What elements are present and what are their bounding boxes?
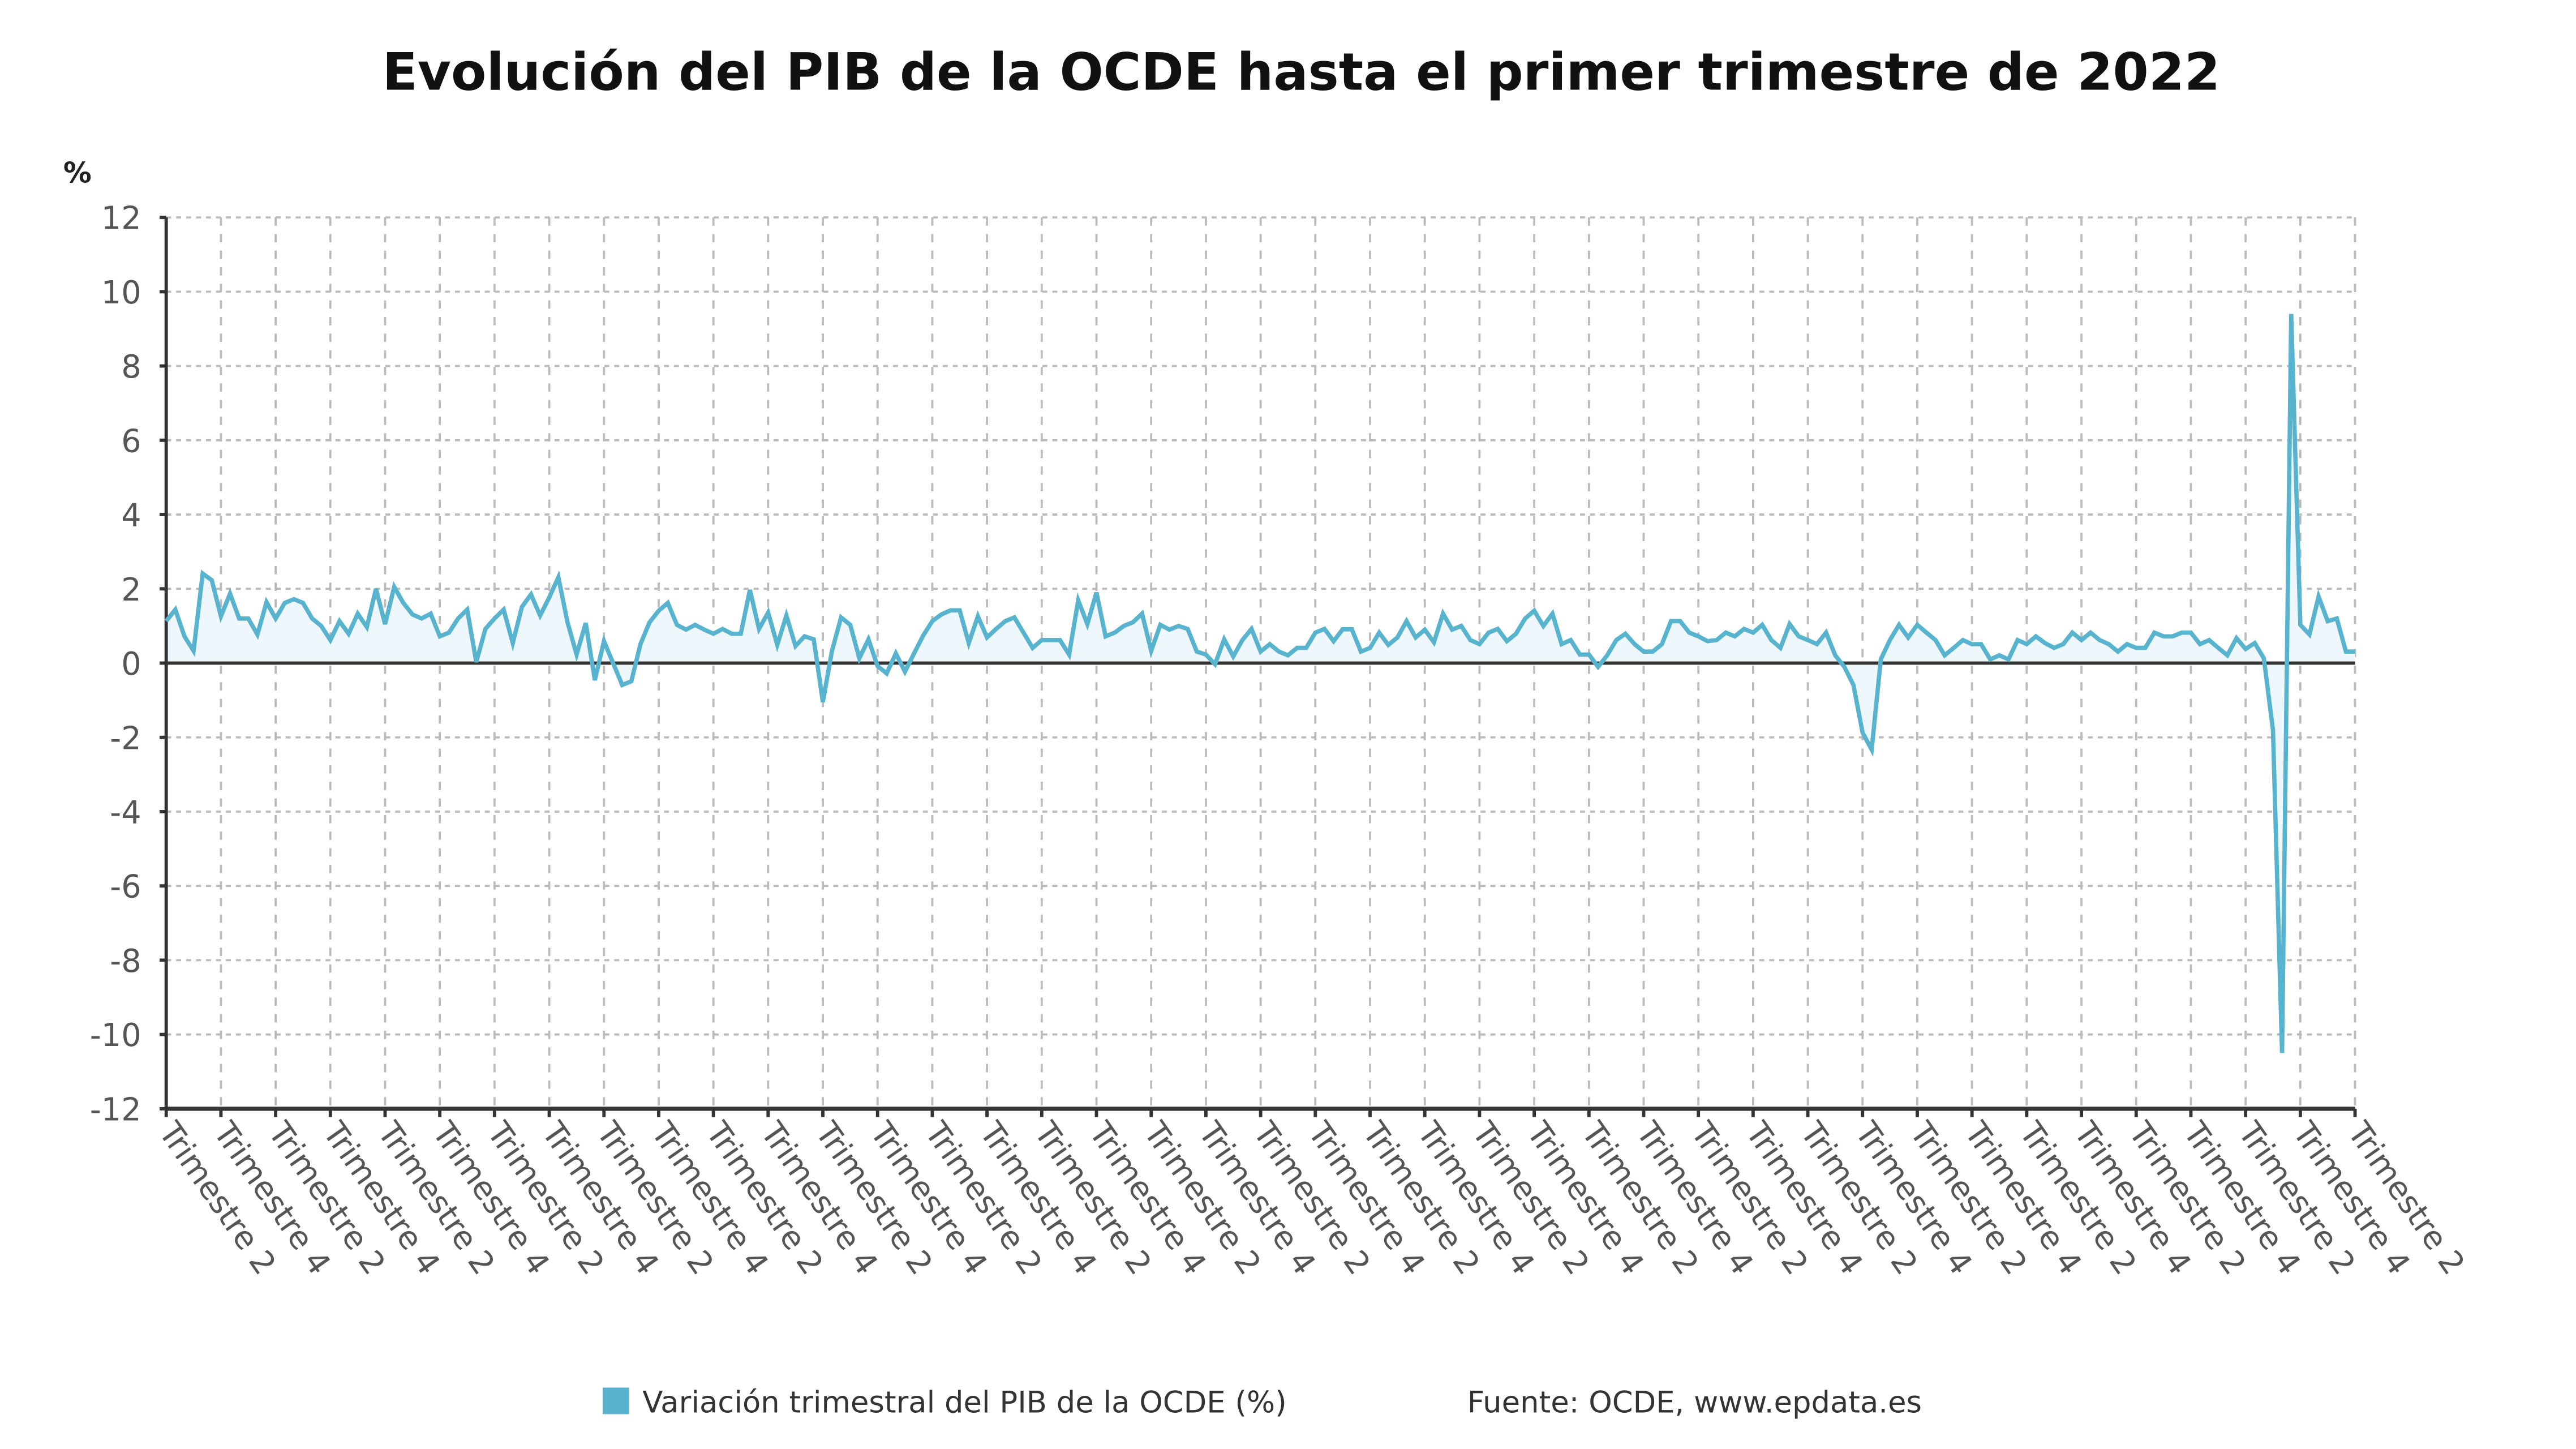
y-tick-label: 8 <box>121 349 141 385</box>
y-tick-label: -8 <box>110 943 141 980</box>
y-tick-label: 2 <box>121 572 141 608</box>
y-tick-label: 6 <box>121 423 141 460</box>
y-tick-label: -6 <box>110 869 141 906</box>
source-label: Fuente: OCDE, www.epdata.es <box>1467 1385 1922 1420</box>
y-tick-label: -10 <box>90 1017 141 1054</box>
data-points <box>166 314 2355 1053</box>
y-tick-label: -2 <box>110 720 141 757</box>
y-axis-unit: % <box>63 157 92 190</box>
legend-label: Variación trimestral del PIB de la OCDE … <box>642 1385 1286 1420</box>
chart-title: Evolución del PIB de la OCDE hasta el pr… <box>383 42 2221 102</box>
y-tick-label: -12 <box>90 1091 141 1128</box>
legend: Variación trimestral del PIB de la OCDE … <box>602 1385 1922 1420</box>
y-tick-label: -4 <box>110 794 141 831</box>
y-tick-label: 10 <box>101 275 141 311</box>
y-tick-label: 12 <box>101 200 141 237</box>
y-tick-label: 4 <box>121 498 141 534</box>
y-axis-ticks: 12 10 8 6 4 2 0 -2 -4 -6 -8 -10 -12 <box>90 200 166 1128</box>
legend-swatch <box>602 1387 629 1414</box>
y-tick-label: 0 <box>121 646 141 683</box>
